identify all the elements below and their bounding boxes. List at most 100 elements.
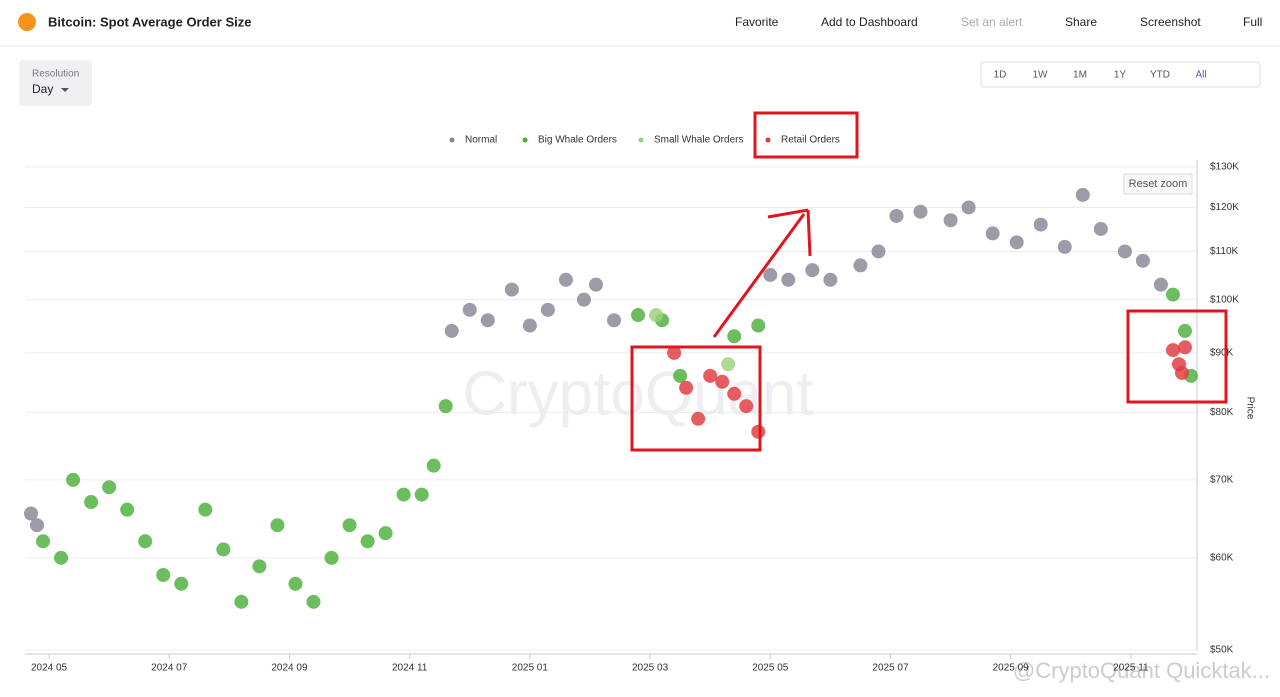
point bbox=[102, 480, 117, 495]
x-tick-label: 2024 11 bbox=[392, 663, 428, 674]
point bbox=[1057, 239, 1072, 254]
legend-label: Small Whale Orders bbox=[654, 135, 743, 146]
reset-box[interactable] bbox=[1123, 173, 1193, 195]
point bbox=[913, 204, 928, 219]
point bbox=[805, 263, 820, 278]
watermark: CryptoQuant bbox=[462, 359, 814, 428]
point bbox=[480, 313, 495, 328]
point bbox=[751, 424, 766, 439]
x-tick-label: 2024 05 bbox=[31, 663, 68, 674]
point bbox=[721, 357, 736, 372]
range-button[interactable]: YTD bbox=[1150, 70, 1170, 81]
point bbox=[360, 534, 375, 549]
point bbox=[30, 518, 45, 533]
credit: @CryptoQuant Quicktak... bbox=[1013, 658, 1270, 683]
point bbox=[234, 594, 249, 609]
point bbox=[727, 386, 742, 401]
action[interactable]: Add to Dashboard bbox=[821, 15, 918, 29]
x-tick-label: 2025 03 bbox=[632, 663, 669, 674]
point bbox=[1177, 323, 1192, 338]
point bbox=[1117, 244, 1132, 259]
point bbox=[715, 374, 730, 389]
legend-marker bbox=[638, 137, 644, 143]
action[interactable]: Screenshot bbox=[1140, 15, 1201, 29]
point bbox=[985, 226, 1000, 241]
point bbox=[414, 487, 429, 502]
action[interactable]: Favorite bbox=[735, 15, 779, 29]
range-button[interactable]: 1D bbox=[994, 70, 1007, 81]
point bbox=[522, 318, 537, 333]
range-button[interactable]: 1W bbox=[1033, 70, 1049, 81]
ranges: 1D 1W 1M 1Y YTD All bbox=[994, 70, 1207, 81]
legend-marker bbox=[522, 137, 528, 143]
reset-zoom[interactable]: Reset zoom bbox=[1129, 178, 1188, 190]
point bbox=[763, 267, 778, 282]
point bbox=[1093, 221, 1108, 236]
point bbox=[673, 368, 688, 383]
annotation-box bbox=[630, 345, 762, 452]
point bbox=[576, 292, 591, 307]
point bbox=[426, 458, 441, 473]
point bbox=[198, 502, 213, 517]
point bbox=[961, 200, 976, 215]
legend-label: Big Whale Orders bbox=[538, 135, 617, 146]
annotation-box bbox=[753, 111, 859, 159]
y-tick-label: $100K bbox=[1210, 294, 1239, 305]
point bbox=[270, 518, 285, 533]
x-tick-label: 2025 09 bbox=[993, 663, 1030, 674]
point bbox=[823, 272, 838, 287]
y-tick-label: $50K bbox=[1210, 645, 1234, 656]
point bbox=[1135, 253, 1150, 268]
point bbox=[54, 550, 69, 565]
resolution-box[interactable] bbox=[19, 60, 92, 106]
point bbox=[216, 542, 231, 557]
legend-label: Retail Orders bbox=[781, 135, 840, 146]
point bbox=[36, 534, 51, 549]
point bbox=[607, 313, 622, 328]
action[interactable]: Set an alert bbox=[961, 15, 1023, 29]
point bbox=[943, 213, 958, 228]
point bbox=[1174, 365, 1189, 380]
x-tick-label: 2024 07 bbox=[151, 663, 188, 674]
point bbox=[649, 308, 664, 323]
y-tick-label: $90K bbox=[1210, 348, 1234, 359]
actions: Favorite Add to Dashboard Set an alert S… bbox=[735, 15, 1262, 29]
point bbox=[540, 302, 555, 317]
legend-marker bbox=[765, 137, 771, 143]
point bbox=[871, 244, 886, 259]
range-button[interactable]: 1Y bbox=[1114, 70, 1127, 81]
point bbox=[588, 277, 603, 292]
bitcoin-icon bbox=[18, 13, 36, 31]
point bbox=[889, 208, 904, 223]
action[interactable]: Share bbox=[1065, 15, 1097, 29]
legend-marker bbox=[449, 137, 455, 143]
point bbox=[174, 576, 189, 591]
action[interactable]: Full bbox=[1243, 15, 1262, 29]
point bbox=[1165, 343, 1180, 358]
y-tick-label: $60K bbox=[1210, 552, 1234, 563]
point bbox=[324, 550, 339, 565]
y-tick-label: $130K bbox=[1210, 162, 1239, 173]
point bbox=[679, 380, 694, 395]
point bbox=[504, 282, 519, 297]
plot: $50K $60K $70K $80K $90K $100K $110K $120K $130K… bbox=[24, 160, 1239, 674]
point bbox=[558, 272, 573, 287]
resolution-label: Resolution bbox=[32, 69, 79, 80]
x-tick-label: 2024 09 bbox=[271, 663, 308, 674]
point bbox=[138, 534, 153, 549]
point bbox=[342, 518, 357, 533]
annotation-arrow bbox=[712, 213, 806, 338]
point bbox=[1009, 235, 1024, 250]
point bbox=[781, 272, 796, 287]
point bbox=[1165, 287, 1180, 302]
point bbox=[306, 594, 321, 609]
y-tick-label: $80K bbox=[1210, 407, 1234, 418]
annotation-arrow bbox=[767, 208, 809, 219]
range-button[interactable]: All bbox=[1195, 70, 1206, 81]
point bbox=[691, 411, 706, 426]
point bbox=[24, 506, 39, 521]
point bbox=[1153, 277, 1168, 292]
point bbox=[288, 576, 303, 591]
range-button[interactable]: 1M bbox=[1073, 70, 1087, 81]
